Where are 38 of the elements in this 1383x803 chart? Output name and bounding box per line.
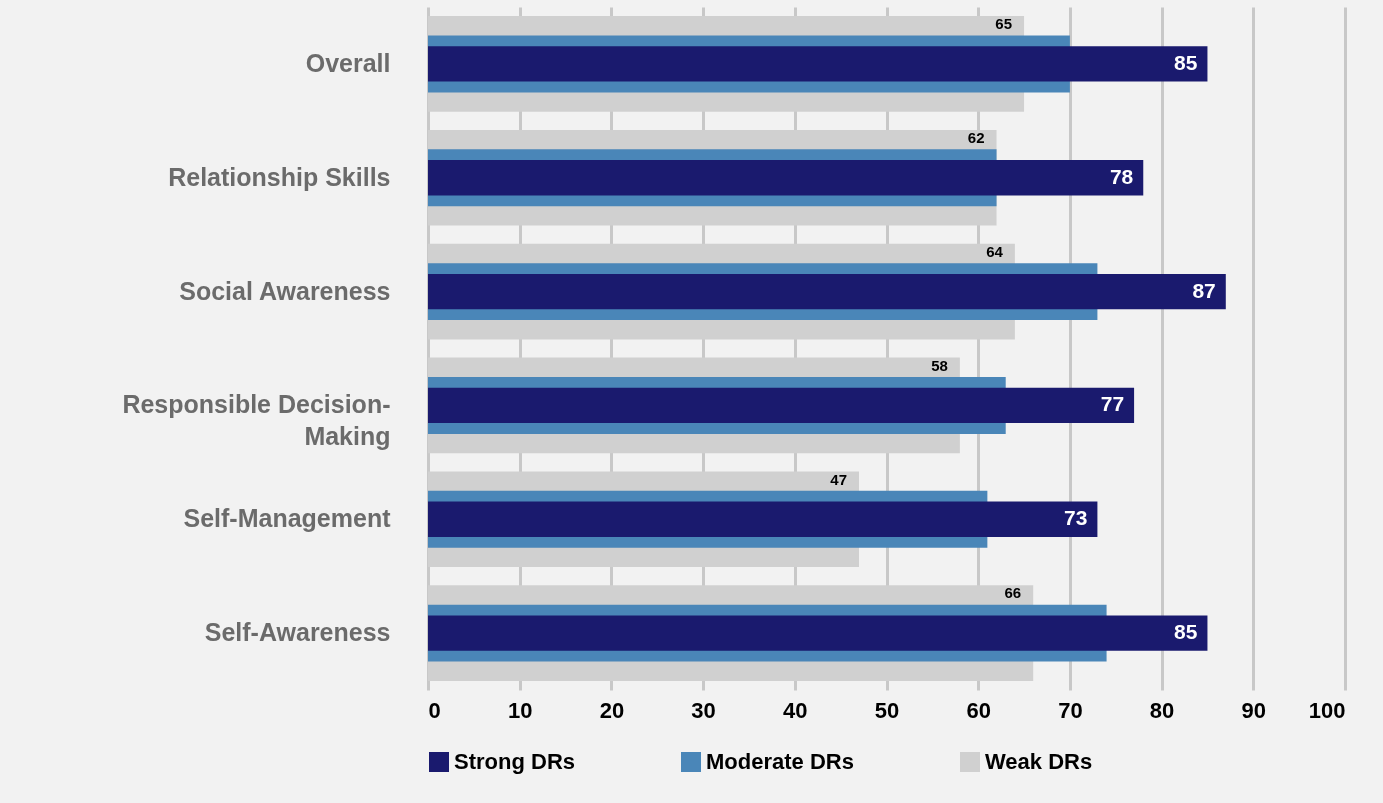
y-tick-label: Self-Management [183, 504, 392, 533]
data-label: 66 [1004, 584, 1022, 602]
bar [428, 501, 1098, 537]
legend-label: Strong DRs [454, 749, 575, 774]
data-label: 65 [995, 15, 1013, 33]
x-tick-label: 70 [1058, 697, 1083, 723]
x-tick-label: 0 [428, 697, 441, 723]
y-tick-label: Relationship Skills [168, 162, 391, 191]
x-tick-label: 40 [783, 697, 808, 723]
x-tick-label: 30 [691, 697, 716, 723]
x-tick-label: 100 [1308, 697, 1346, 723]
x-tick-label: 60 [966, 697, 991, 723]
data-label: 73 [1064, 506, 1088, 530]
x-tick-label: 80 [1149, 697, 1175, 723]
x-tick-label: 50 [874, 697, 900, 723]
y-tick-label: Overall [305, 48, 391, 77]
data-label: 85 [1174, 620, 1198, 644]
y-tick-label: Self-Awareness [204, 618, 391, 647]
data-label: 87 [1192, 278, 1216, 302]
y-tick-label: Responsible Decision-Making [122, 390, 391, 451]
bar [428, 273, 1226, 310]
x-tick-label: 90 [1241, 697, 1267, 723]
bar [428, 615, 1208, 651]
bar [428, 46, 1208, 82]
legend-label: Weak DRs [985, 749, 1093, 774]
bar [428, 387, 1135, 424]
data-label: 62 [967, 129, 985, 147]
data-label: 85 [1174, 50, 1198, 74]
data-label: 78 [1109, 164, 1134, 188]
bar [428, 160, 1144, 196]
data-label: 58 [931, 356, 948, 374]
data-label: 47 [830, 470, 847, 488]
legend-label: Moderate DRs [706, 749, 854, 774]
x-tick-label: 10 [507, 697, 533, 723]
x-tick-label: 20 [599, 697, 625, 723]
data-label: 77 [1100, 392, 1125, 416]
data-label: 64 [986, 242, 1004, 260]
y-tick-label: Social Awareness [179, 276, 391, 305]
